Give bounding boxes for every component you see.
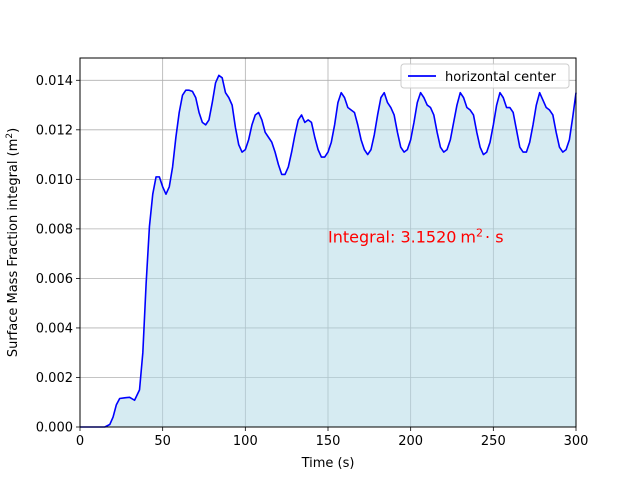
- x-tick-label: 100: [233, 434, 258, 449]
- y-axis-label: Surface Mass Fraction integral (m2): [5, 128, 21, 357]
- x-axis-ticks: 0 50 100 150 200 250 300: [76, 427, 589, 449]
- x-tick-label: 200: [398, 434, 423, 449]
- x-tick-label: 150: [316, 434, 341, 449]
- y-tick-label: 0.006: [36, 272, 73, 287]
- x-tick-label: 300: [564, 434, 589, 449]
- series-area-fill: [80, 75, 576, 427]
- y-tick-label: 0.010: [36, 173, 73, 188]
- y-tick-label: 0.008: [36, 222, 73, 237]
- legend-label: horizontal center: [445, 70, 556, 85]
- y-tick-label: 0.012: [36, 123, 73, 138]
- y-tick-label: 0.002: [36, 371, 73, 386]
- series-line: [80, 74, 577, 428]
- legend: horizontal center: [400, 63, 570, 89]
- y-tick-label: 0.000: [36, 421, 73, 436]
- x-axis-label: Time (s): [301, 456, 355, 471]
- y-tick-label: 0.014: [36, 74, 73, 89]
- x-tick-label: 250: [481, 434, 506, 449]
- x-tick-label: 50: [154, 434, 171, 449]
- x-tick-label: 0: [76, 434, 84, 449]
- y-tick-label: 0.004: [36, 321, 73, 336]
- y-axis-ticks: 0.000 0.002 0.004 0.006 0.008 0.010 0.012 0.014: [36, 74, 80, 436]
- legend-box: [400, 63, 570, 89]
- plot-area: [79, 57, 577, 428]
- integral-annotation: Integral: 3.1520 m2 · s: [328, 226, 504, 247]
